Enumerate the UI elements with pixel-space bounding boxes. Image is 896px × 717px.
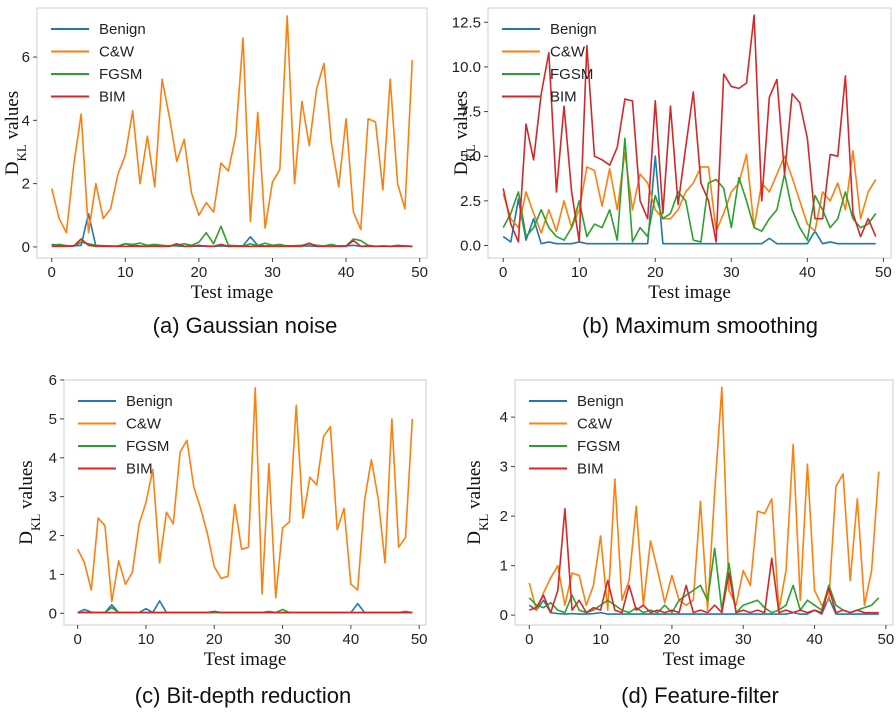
y-tick-label: 2 — [22, 176, 30, 193]
x-axis-label: Test image — [204, 649, 287, 670]
legend: Benign C&W FGSM BIM — [502, 21, 597, 106]
series-line-c-w — [528, 386, 880, 611]
panel-caption: (c) Bit-depth reduction — [135, 683, 351, 708]
legend-label: BIM — [577, 461, 604, 478]
x-tick-label: 50 — [878, 631, 895, 648]
legend-label: C&W — [126, 416, 162, 433]
y-tick-label: 0 — [500, 607, 508, 624]
x-axis-label: Test image — [648, 282, 731, 303]
y-tick-label: 7.5 — [460, 104, 481, 121]
panel-caption: (d) Feature-filter — [621, 683, 779, 708]
legend-label: BIM — [99, 89, 126, 106]
x-tick-label: 40 — [799, 264, 816, 281]
x-tick-label: 50 — [411, 631, 428, 648]
y-tick-label: 5.0 — [460, 148, 481, 165]
x-tick-label: 10 — [592, 631, 609, 648]
x-tick-label: 30 — [264, 264, 281, 281]
series-line-c-w — [76, 386, 414, 603]
y-tick-label: 0.0 — [460, 238, 481, 255]
y-tick-label: 6 — [49, 372, 57, 389]
legend: Benign C&W FGSM BIM — [78, 393, 173, 478]
x-tick-label: 50 — [875, 264, 892, 281]
y-axis-label: DKL values — [16, 460, 43, 544]
x-tick-label: 20 — [206, 631, 223, 648]
legend-label: Benign — [550, 21, 597, 38]
chart-panel-1: 0 10 20 30 40 50 0 2 4 6 Test image DKL values Benig… — [2, 7, 428, 303]
panel-caption: (a) Gaussian noise — [153, 313, 338, 338]
legend-label: FGSM — [577, 438, 620, 455]
y-tick-label: 1 — [500, 558, 508, 575]
x-tick-label: 10 — [571, 264, 588, 281]
series-line-benign — [528, 596, 879, 615]
x-tick-label: 40 — [806, 631, 823, 648]
legend-label: Benign — [126, 393, 173, 410]
y-tick-label: 2 — [49, 528, 57, 545]
x-axis-label: Test image — [191, 282, 274, 303]
legend-label: C&W — [550, 44, 586, 61]
x-tick-label: 10 — [138, 631, 155, 648]
legend-label: FGSM — [550, 66, 593, 83]
plot-frame — [514, 379, 894, 626]
x-tick-label: 40 — [338, 264, 355, 281]
y-tick-label: 0 — [22, 239, 30, 256]
y-tick-label: 10.0 — [452, 59, 481, 76]
y-tick-label: 3 — [500, 459, 508, 476]
series-line-bim — [528, 507, 879, 614]
legend-label: C&W — [577, 416, 613, 433]
y-axis-label: DKL values — [451, 91, 478, 175]
y-tick-label: 3 — [49, 489, 57, 506]
y-tick-label: 6 — [22, 49, 30, 66]
x-tick-label: 20 — [664, 631, 681, 648]
y-tick-label: 5 — [49, 411, 57, 428]
x-tick-label: 0 — [73, 631, 81, 648]
x-tick-label: 30 — [723, 264, 740, 281]
series-line-c-w — [50, 15, 414, 234]
x-tick-label: 0 — [525, 631, 533, 648]
y-axis-label: DKL values — [464, 460, 491, 544]
y-tick-label: 1 — [49, 566, 57, 583]
legend-label: BIM — [126, 461, 153, 478]
panel-caption: (b) Maximum smoothing — [582, 313, 818, 338]
x-tick-label: 30 — [735, 631, 752, 648]
x-tick-label: 0 — [499, 264, 507, 281]
chart-panel-2: 0 10 20 30 40 50 0.0 2.5 5.0 7.5 10.0 12.5 Test imag… — [451, 7, 892, 303]
y-tick-label: 0 — [49, 605, 57, 622]
y-tick-label: 4 — [22, 112, 30, 129]
x-tick-label: 20 — [647, 264, 664, 281]
x-tick-label: 40 — [343, 631, 360, 648]
series-line-bim — [51, 238, 413, 248]
series-line-benign — [502, 155, 876, 245]
x-axis-label: Test image — [663, 649, 746, 670]
legend-label: Benign — [577, 393, 624, 410]
legend-label: Benign — [99, 21, 146, 38]
y-tick-label: 4 — [49, 450, 57, 467]
x-tick-label: 0 — [48, 264, 56, 281]
series-line-c-w — [502, 150, 877, 234]
series-line-bim — [502, 14, 877, 243]
chart-panel-4: 0 10 20 30 40 50 0 1 2 3 4 Test image DKL values Beni… — [464, 379, 895, 670]
x-tick-label: 30 — [274, 631, 291, 648]
x-tick-label: 20 — [191, 264, 208, 281]
chart-panel-3: 0 10 20 30 40 50 0 1 2 3 4 5 6 Test image DKL values Be… — [16, 372, 428, 670]
y-tick-label: 12.5 — [452, 14, 481, 31]
legend-label: FGSM — [126, 438, 169, 455]
y-tick-label: 4 — [500, 409, 508, 426]
legend-label: C&W — [99, 44, 135, 61]
y-tick-label: 2.5 — [460, 193, 481, 210]
plot-frame — [36, 7, 428, 259]
plot-frame — [63, 379, 427, 626]
series-line-bim — [77, 610, 413, 614]
legend: Benign C&W FGSM BIM — [529, 393, 624, 478]
legend-label: BIM — [550, 89, 577, 106]
legend-label: FGSM — [99, 66, 142, 83]
y-tick-label: 2 — [500, 508, 508, 525]
x-tick-label: 50 — [411, 264, 428, 281]
y-axis-label: DKL values — [2, 91, 29, 175]
legend: Benign C&W FGSM BIM — [51, 21, 146, 106]
x-tick-label: 10 — [117, 264, 134, 281]
